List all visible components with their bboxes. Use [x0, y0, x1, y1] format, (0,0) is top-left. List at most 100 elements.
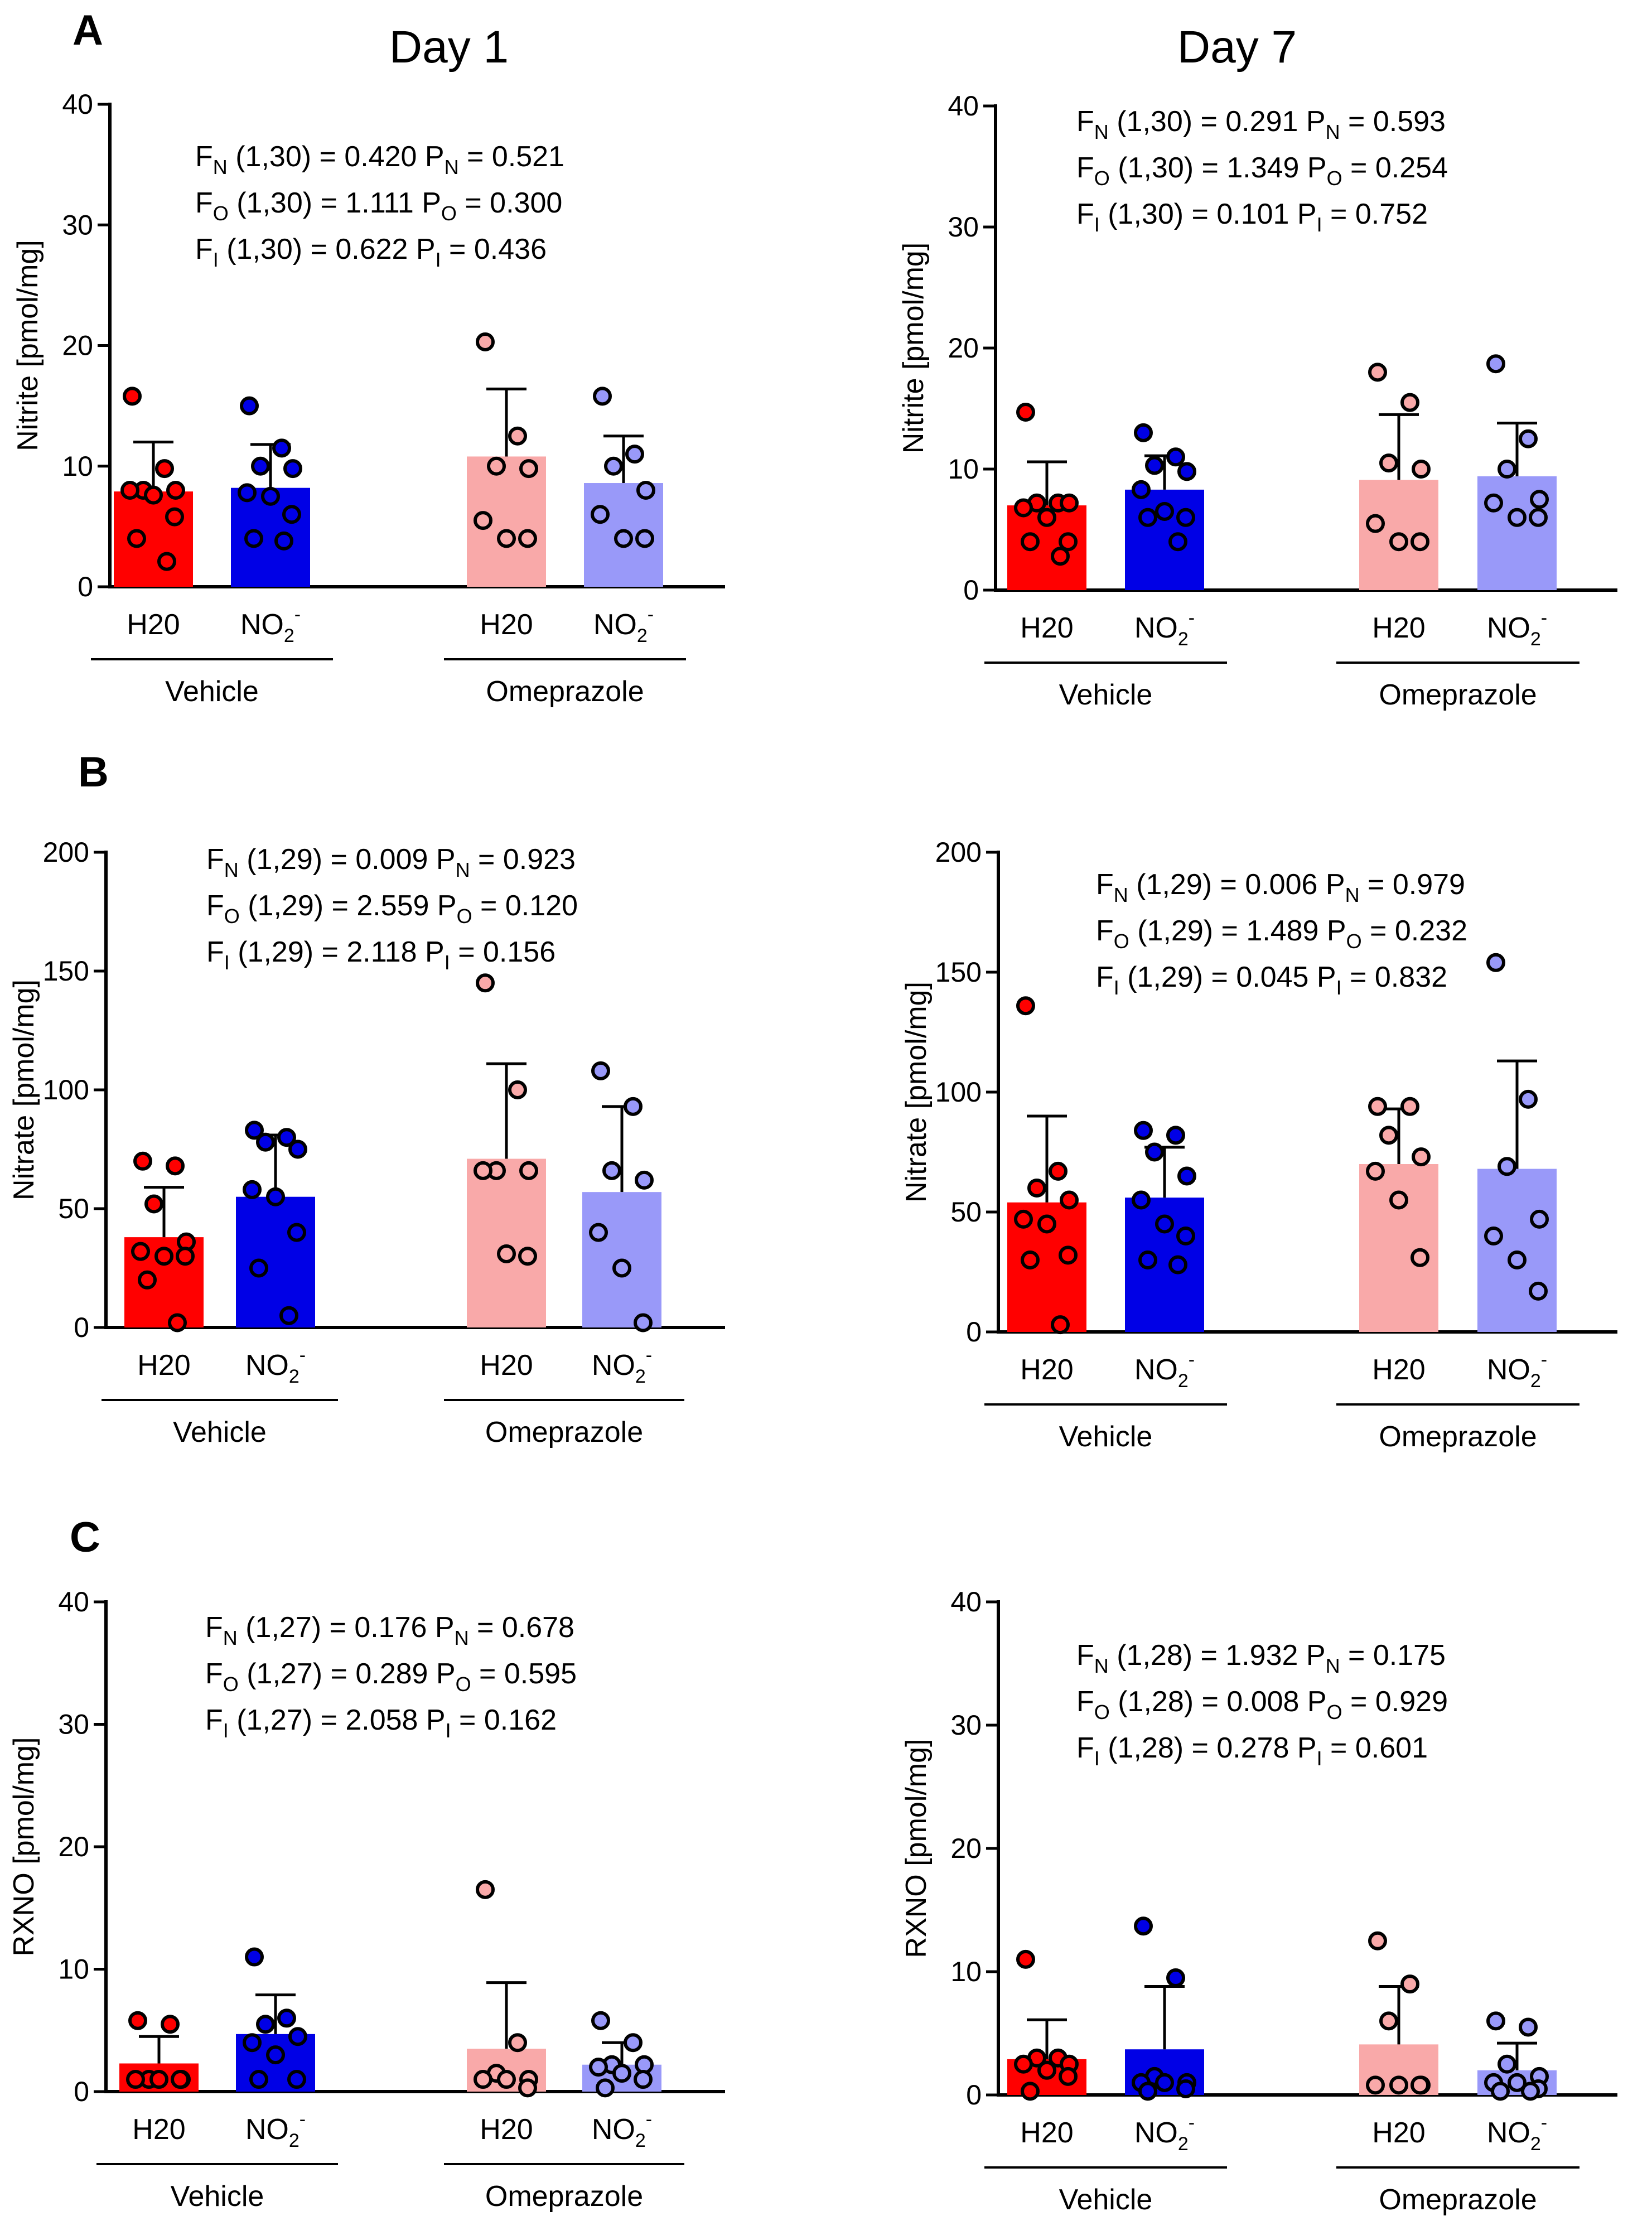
data-point: [288, 1140, 307, 1159]
x-tick-label: H20: [127, 609, 180, 641]
data-point: [1379, 453, 1398, 473]
data-point: [589, 1223, 608, 1242]
tick-superscript: -: [300, 1345, 306, 1366]
data-point: [591, 1061, 610, 1080]
data-point: [243, 1180, 262, 1199]
stat-p-sub: O: [456, 1673, 471, 1696]
tick-text: NO: [1134, 612, 1178, 644]
y-tick-label: 100: [935, 1076, 982, 1108]
data-point: [1166, 1968, 1185, 1988]
data-point: [128, 2011, 147, 2030]
data-point: [474, 1161, 492, 1180]
group-label: Omeprazole: [1379, 679, 1537, 711]
data-point: [256, 2015, 275, 2034]
data-point: [518, 2078, 537, 2098]
stat-p: P: [416, 233, 436, 265]
stat-p-value: = 0.254: [1342, 152, 1448, 184]
data-point: [518, 1247, 537, 1266]
stat-p-sub: O: [1346, 930, 1362, 953]
y-axis-label: RXNO [pmol/mg]: [8, 1737, 40, 1957]
data-point: [240, 396, 259, 416]
x-tick-label: NO2-: [1134, 607, 1195, 650]
tick-superscript: -: [646, 2109, 652, 2130]
data-point: [634, 1313, 653, 1332]
data-point: [614, 529, 633, 548]
data-point: [251, 456, 270, 476]
data-point: [244, 529, 263, 548]
stat-p-value: = 0.923: [470, 843, 576, 876]
data-point: [487, 456, 506, 476]
stat-f: F: [205, 1611, 223, 1644]
y-tick-label: 10: [948, 453, 979, 485]
stat-f-value: (1,30) = 0.291: [1109, 105, 1306, 138]
data-point: [624, 2033, 643, 2053]
stat-p-value: = 0.156: [450, 936, 556, 968]
group-label: Omeprazole: [1379, 1421, 1537, 1453]
panel-letter-b: B: [78, 749, 109, 796]
stat-line: FI (1,28) = 0.278 PI = 0.601: [1076, 1732, 1428, 1770]
data-point: [1037, 508, 1056, 527]
stat-line: FO (1,28) = 0.008 PO = 0.929: [1076, 1686, 1448, 1723]
stat-p: P: [435, 1611, 455, 1644]
data-point: [1519, 429, 1538, 448]
stat-f-sub: O: [224, 905, 240, 928]
data-point: [1484, 1227, 1503, 1245]
stat-p-value: = 0.175: [1340, 1639, 1446, 1672]
stat-p-sub: O: [1327, 167, 1342, 190]
data-point: [123, 387, 142, 406]
data-point: [1166, 447, 1185, 467]
stat-line: FO (1,27) = 0.289 PO = 0.595: [205, 1658, 577, 1696]
stat-f: F: [195, 141, 213, 173]
x-tick-label: H20: [1020, 612, 1073, 644]
stat-p-sub: N: [456, 858, 470, 881]
data-point: [1132, 480, 1151, 499]
y-tick-label: 10: [950, 1956, 982, 1987]
tick-subscript: 2: [1530, 1370, 1541, 1392]
bar: [114, 491, 193, 587]
stat-f: F: [1076, 1686, 1094, 1718]
stat-p: P: [422, 187, 441, 219]
stat-p: P: [1297, 198, 1317, 230]
data-point: [1060, 493, 1079, 513]
bar: [236, 1196, 315, 1327]
data-point: [1411, 1248, 1429, 1267]
stat-f: F: [1096, 868, 1114, 901]
data-point: [1168, 532, 1187, 552]
tick-text: NO: [1134, 2117, 1178, 2149]
stat-f-value: (1,27) = 0.176: [238, 1611, 435, 1644]
stat-p-value: = 0.678: [469, 1611, 574, 1644]
stat-f-sub: N: [1114, 883, 1128, 906]
y-tick-label: 40: [58, 1586, 89, 1618]
data-point: [1138, 2082, 1157, 2101]
data-point: [508, 2033, 527, 2053]
stat-f-sub: I: [223, 1719, 229, 1742]
stat-p-sub: N: [445, 156, 459, 178]
y-tick-label: 10: [58, 1954, 89, 1985]
tick-superscript: -: [1541, 607, 1547, 629]
tick-superscript: -: [294, 604, 301, 625]
data-point: [1049, 1161, 1067, 1181]
stat-f: F: [206, 936, 224, 968]
y-axis-label: RXNO [pmol/mg]: [900, 1739, 933, 1958]
stat-line: FO (1,29) = 2.559 PO = 0.120: [206, 890, 578, 928]
data-point: [1368, 363, 1387, 382]
data-point: [1134, 1916, 1153, 1936]
data-point: [1059, 1245, 1078, 1265]
data-point: [476, 1880, 495, 1899]
data-point: [1014, 1209, 1033, 1229]
stat-f-sub: I: [213, 248, 219, 271]
group-label: Omeprazole: [1379, 2184, 1537, 2216]
data-point: [283, 459, 302, 479]
data-point: [131, 1242, 150, 1261]
tick-text: NO: [593, 609, 637, 641]
data-point: [1037, 1214, 1056, 1234]
x-tick-label: NO2-: [593, 604, 654, 646]
data-point: [497, 529, 516, 548]
x-tick-label: H20: [1020, 2117, 1073, 2149]
data-point: [1508, 508, 1527, 527]
data-point: [593, 387, 612, 406]
stat-line: FO (1,30) = 1.111 PO = 0.300: [195, 187, 562, 225]
data-point: [508, 1080, 527, 1099]
